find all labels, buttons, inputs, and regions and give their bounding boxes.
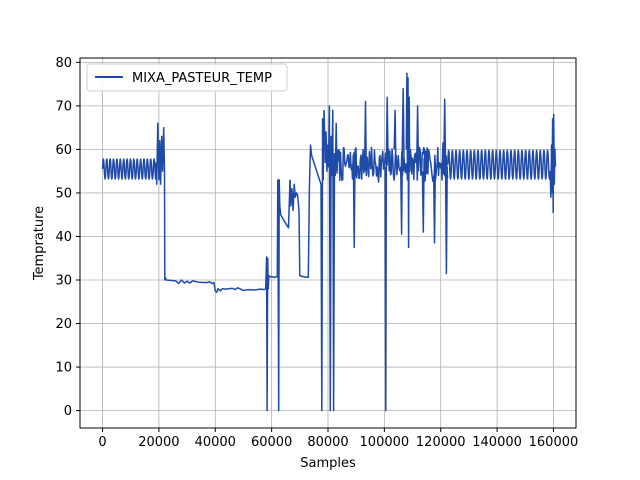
series-line-segment <box>264 179 291 412</box>
series-line-segment <box>155 122 167 281</box>
series-line-segment <box>432 162 437 244</box>
y-tick-label: 20 <box>55 317 72 332</box>
x-tick-label: 60000 <box>251 435 292 450</box>
legend: MIXA_PASTEUR_TEMP <box>86 63 288 92</box>
axis-ticks: 0 20000 40000 60000 80000 100000 120000 140000 1… <box>55 56 578 450</box>
series-line-segment <box>416 105 420 172</box>
series-line-segment <box>441 98 448 275</box>
series-line-segment <box>289 110 325 412</box>
series-line-segment <box>352 148 357 249</box>
series-line-segment <box>393 109 397 167</box>
series-line-segment <box>549 113 557 214</box>
series-line-segment <box>363 100 368 177</box>
x-tick-label: 80000 <box>307 435 348 450</box>
y-tick-label: 40 <box>55 230 72 245</box>
x-tick-label: 0 <box>98 435 106 450</box>
x-tick-label: 120000 <box>416 435 466 450</box>
y-tick-label: 80 <box>55 56 72 71</box>
series-line-segment <box>101 158 157 180</box>
x-tick-label: 160000 <box>529 435 579 450</box>
y-tick-label: 30 <box>55 274 72 289</box>
y-tick-label: 10 <box>55 361 72 376</box>
series-line-segment <box>323 105 338 412</box>
y-tick-label: 70 <box>55 99 72 114</box>
y-tick-label: 50 <box>55 186 72 201</box>
series-line-segment <box>165 279 265 293</box>
series-line-segment <box>384 96 389 412</box>
x-axis-label: Samples <box>300 456 356 471</box>
x-tick-label: 20000 <box>138 435 179 450</box>
series-layer <box>101 72 557 412</box>
series-line-segment <box>405 72 412 249</box>
x-tick-label: 40000 <box>195 435 236 450</box>
series-line-segment <box>447 149 551 180</box>
x-tick-label: 100000 <box>360 435 410 450</box>
y-axis-label: Temprature <box>32 206 47 281</box>
series-line-segment <box>399 87 405 236</box>
legend-box <box>86 63 288 92</box>
y-tick-label: 0 <box>64 404 72 419</box>
legend-label: MIXA_PASTEUR_TEMP <box>132 71 272 86</box>
x-tick-label: 140000 <box>472 435 522 450</box>
series-line-segment <box>421 158 425 233</box>
y-tick-label: 60 <box>55 143 72 158</box>
